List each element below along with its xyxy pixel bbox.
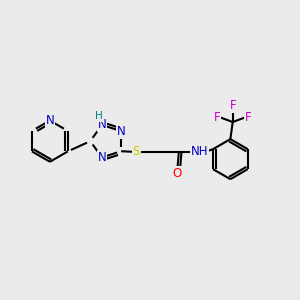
Text: N: N	[98, 151, 106, 164]
Text: N: N	[46, 114, 54, 127]
Text: N: N	[117, 124, 125, 138]
Text: N: N	[98, 118, 106, 131]
Text: H: H	[94, 111, 102, 121]
Text: F: F	[245, 111, 252, 124]
Text: NH: NH	[191, 145, 208, 158]
Text: O: O	[173, 167, 182, 180]
Text: F: F	[230, 99, 236, 112]
Text: S: S	[133, 145, 140, 158]
Text: F: F	[214, 111, 220, 124]
